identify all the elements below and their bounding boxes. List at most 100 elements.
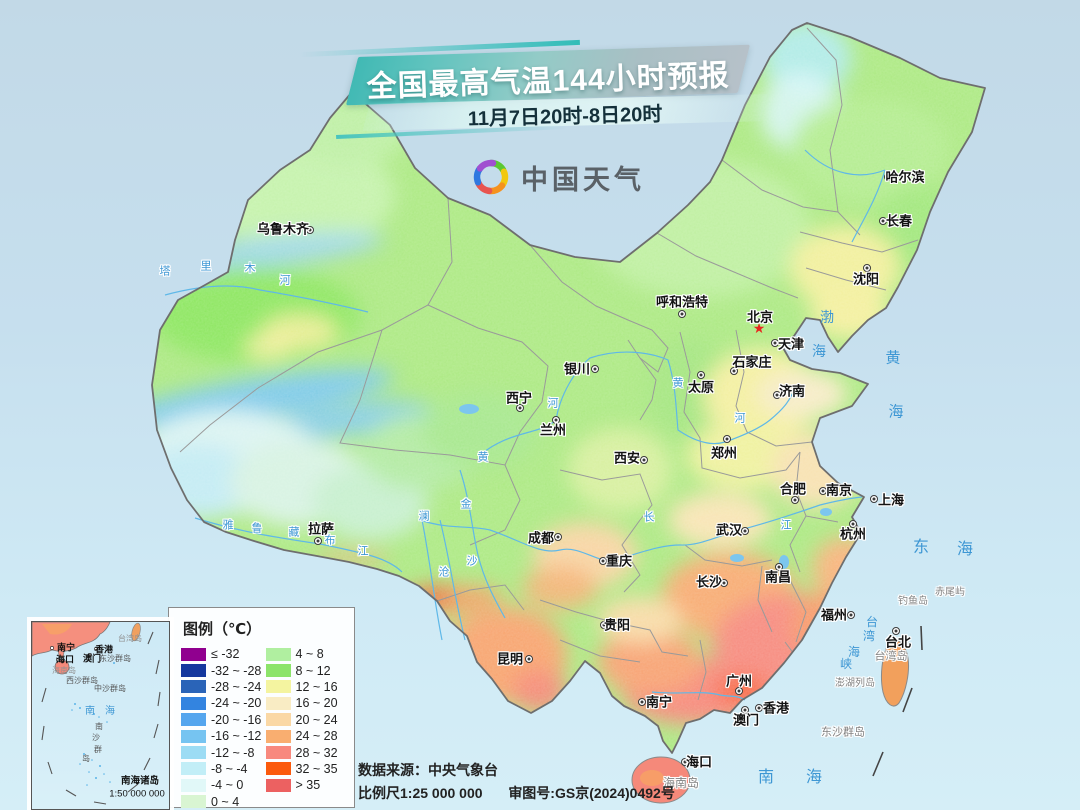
approval-number: 审图号:GS京(2024)0492号 — [508, 785, 675, 801]
mainland-outline — [151, 22, 986, 754]
city-label: 成都 — [527, 530, 555, 546]
city-label: 北京 — [746, 309, 774, 325]
legend-swatch — [181, 647, 206, 661]
legend-item: 4 ~ 8 — [265, 646, 347, 662]
legend-range: > 35 — [295, 778, 321, 793]
city-label: 天津 — [777, 336, 805, 352]
nine-dash-line — [872, 625, 923, 777]
river-label: 长 — [643, 510, 655, 524]
inset-label: 海南岛 — [52, 666, 76, 675]
sea-label: 海 — [888, 402, 904, 421]
river-label: 河 — [547, 396, 559, 410]
inset-label: 台湾岛 — [118, 634, 142, 643]
inset-map-svg — [32, 622, 161, 805]
city-marker — [525, 655, 533, 663]
city-marker — [819, 487, 827, 495]
city-marker — [849, 520, 857, 528]
inset-label: 海口 — [55, 654, 75, 665]
city-label: 香港 — [762, 700, 790, 716]
sea-label: 东 — [912, 537, 930, 556]
city-marker — [599, 557, 607, 565]
city-marker — [697, 371, 705, 379]
city-marker — [755, 704, 763, 712]
sea-label: 台 — [865, 615, 879, 629]
river-label: 金 — [460, 497, 472, 511]
river-label: 河 — [734, 411, 746, 425]
legend-range: 24 ~ 28 — [295, 729, 338, 744]
inset-label: 香港 — [94, 644, 114, 655]
inset-label: 岛 — [82, 754, 90, 763]
legend-item: 24 ~ 28 — [265, 728, 347, 744]
legend-item: > 35 — [265, 777, 347, 793]
river-label: 藏 — [288, 525, 300, 539]
map-scale: 比例尺1:25 000 000 — [358, 785, 483, 801]
legend-item: -32 ~ -28 — [181, 662, 262, 678]
city-label: 太原 — [687, 379, 715, 395]
legend-range: -12 ~ -8 — [211, 745, 255, 760]
city-label: 合肥 — [779, 481, 807, 497]
sea-label: 海 — [805, 767, 823, 786]
city-marker — [600, 621, 608, 629]
sea-label: 海 — [812, 344, 826, 360]
inset-label: 南 — [95, 722, 103, 731]
city-marker — [681, 758, 689, 766]
river-label: 雅 — [222, 518, 234, 532]
sea-label: 海 — [847, 645, 861, 659]
city-marker — [892, 627, 900, 635]
inset-label: 南海诸岛 — [120, 775, 160, 787]
river-label: 沙 — [466, 554, 478, 568]
city-label: 杭州 — [839, 526, 867, 542]
legend-range: -24 ~ -20 — [211, 696, 262, 711]
legend-item: -24 ~ -20 — [181, 695, 262, 711]
city-label: 兰州 — [539, 422, 567, 438]
legend-item: 8 ~ 12 — [265, 662, 347, 678]
city-marker — [847, 611, 855, 619]
city-label: 西安 — [613, 450, 641, 466]
city-label: 长沙 — [695, 574, 723, 590]
city-marker — [678, 310, 686, 318]
legend-swatch — [181, 696, 206, 710]
city-marker — [735, 687, 743, 695]
inset-label: 东沙群岛 — [99, 654, 131, 663]
city-marker — [640, 456, 648, 464]
south-china-sea-inset: 南宁 香港 澳门 海口 台湾岛 东沙群岛 海南岛 西沙群岛 中沙群岛南海南沙群岛南海诸岛 1:50… — [31, 621, 170, 810]
legend-item: ≤ -32 — [181, 646, 262, 662]
sea-label: 峡 — [839, 657, 853, 671]
city-label: 沈阳 — [852, 271, 880, 287]
inset-label: 沙 — [92, 733, 100, 742]
legend-range: -16 ~ -12 — [211, 729, 262, 744]
legend-range: 32 ~ 35 — [295, 761, 338, 776]
legend-item: 0 ~ 4 — [181, 794, 262, 810]
city-label: 昆明 — [496, 651, 524, 667]
river-label: 木 — [244, 261, 256, 275]
legend-swatch — [265, 746, 291, 760]
legend-range: 16 ~ 20 — [295, 696, 338, 711]
legend-swatch — [181, 729, 206, 743]
data-source: 数据来源：中央气象台 — [358, 762, 498, 778]
legend-panel: 图例（℃） ≤ -32 -32 ~ -28 -28 ~ -24 -24 ~ -20 -2… — [168, 607, 355, 810]
legend-swatch — [181, 762, 206, 776]
china-weather-logo-icon — [473, 159, 509, 195]
legend-title: 图例（℃） — [183, 621, 262, 638]
legend-item: -16 ~ -12 — [181, 728, 262, 744]
island-label: 东沙群岛 — [821, 726, 865, 739]
island-label: 台湾岛 — [874, 650, 908, 663]
inset-label: 中沙群岛 — [94, 684, 126, 693]
city-label: 上海 — [877, 492, 905, 508]
legend-swatch — [181, 664, 206, 678]
city-marker — [773, 391, 781, 399]
sea-label: 海 — [956, 539, 974, 558]
legend-item: -4 ~ 0 — [181, 777, 262, 793]
river-label: 黄 — [672, 376, 684, 390]
city-marker — [870, 495, 878, 503]
rivers — [164, 149, 886, 701]
city-marker — [884, 173, 892, 181]
city-label: 银川 — [563, 361, 591, 377]
legend-range: -32 ~ -28 — [211, 663, 262, 678]
inset-label: 1:50 000 000 — [109, 788, 165, 800]
river-label: 澜 — [418, 509, 430, 523]
legend-grid: ≤ -32 -32 ~ -28 -28 ~ -24 -24 ~ -20 -20 ~ -1… — [181, 646, 346, 810]
logo-text: 中国天气 — [521, 164, 645, 195]
legend-swatch — [181, 713, 206, 727]
